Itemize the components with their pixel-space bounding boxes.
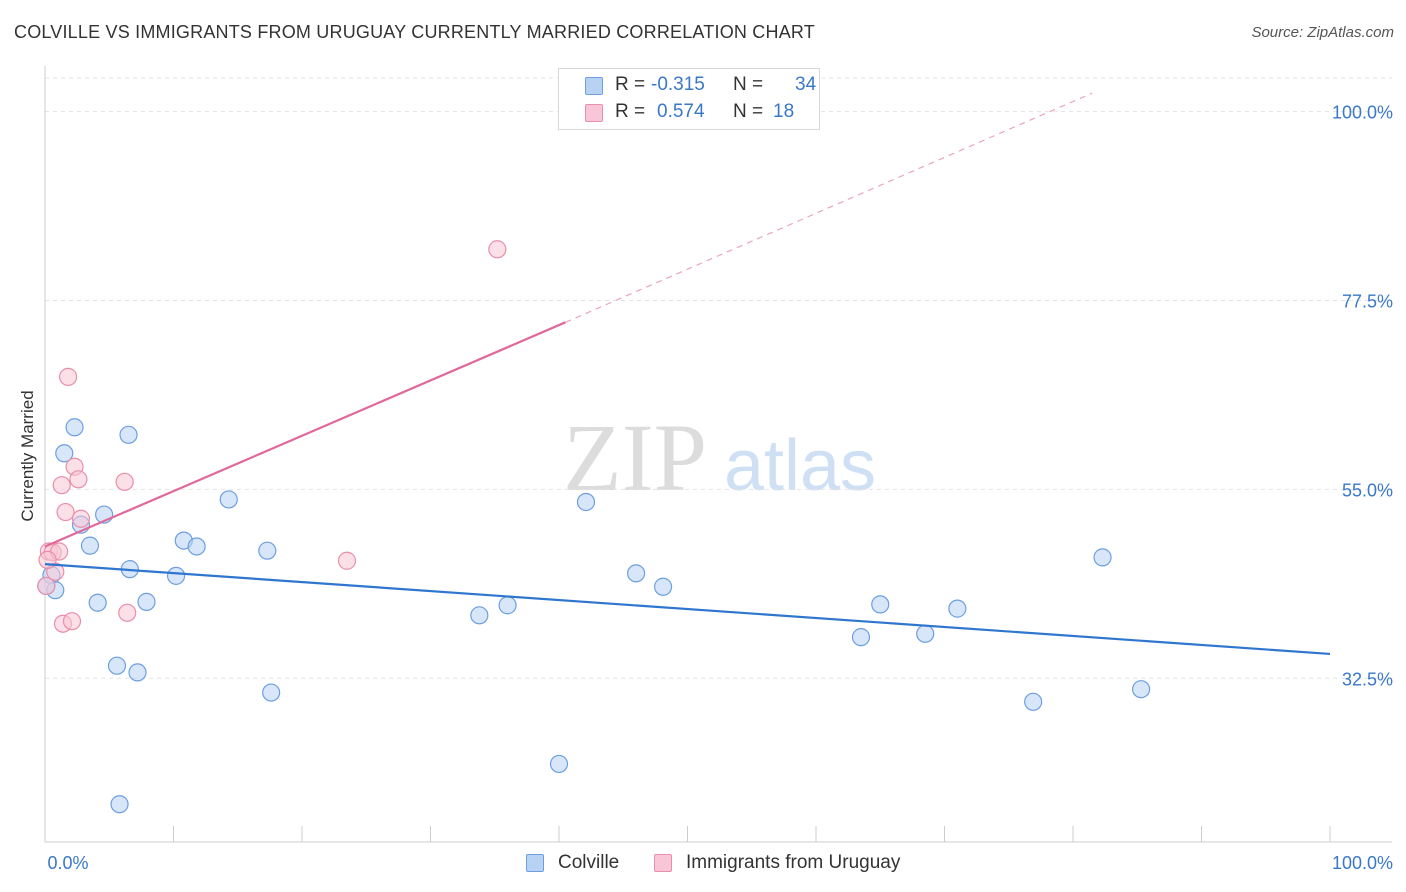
uruguay-point — [52, 476, 71, 495]
uruguay-point — [62, 612, 82, 631]
colville-point — [166, 566, 186, 585]
y-tick-label: 32.5% — [1342, 669, 1393, 689]
uruguay-point — [38, 550, 57, 570]
colville-swatch — [585, 77, 603, 95]
uruguay-point — [488, 240, 507, 259]
legend-n-value: 18 — [773, 101, 795, 122]
colville-trend-line — [44, 563, 1331, 656]
colville-point — [1093, 548, 1112, 567]
uruguay-point — [56, 502, 75, 522]
uruguay-point — [337, 551, 357, 570]
colville-point — [137, 592, 156, 611]
colville-point — [128, 663, 147, 682]
colville-point — [187, 537, 206, 556]
colville-legend-swatch — [526, 854, 544, 872]
colville-point — [576, 492, 596, 512]
colville-point — [851, 628, 871, 647]
correlation-legend: R = -0.315 N = 34 R = 0.574 N = 18 — [558, 68, 820, 130]
colville-point — [626, 564, 646, 583]
chart-source: Source: ZipAtlas.com — [1251, 24, 1394, 41]
colville-legend-label: Colville — [558, 852, 620, 873]
uruguay-point — [37, 576, 56, 596]
legend-r-value: 0.574 — [657, 101, 705, 122]
colville-point — [916, 624, 935, 643]
colville-point — [80, 536, 100, 555]
uruguay-trend-line — [44, 321, 566, 548]
x-tick-label: 0.0% — [47, 853, 88, 873]
colville-point — [65, 418, 84, 437]
y-tick-label: 100.0% — [1332, 103, 1393, 123]
colville-point — [948, 599, 967, 618]
colville-point — [258, 541, 277, 560]
colville-point — [55, 444, 74, 463]
uruguay-point — [69, 470, 88, 489]
uruguay-point — [71, 509, 91, 528]
legend-n-value: 34 — [795, 74, 817, 95]
colville-point — [498, 596, 517, 615]
colville-point — [88, 593, 107, 612]
watermark-atlas: atlas — [724, 426, 876, 506]
x-tick-label: 100.0% — [1332, 853, 1393, 873]
colville-point — [871, 595, 890, 614]
uruguay-point — [59, 367, 78, 386]
legend-r-label: R = — [615, 74, 646, 95]
colville-point — [549, 754, 569, 774]
y-axis-label: Currently Married — [18, 390, 37, 522]
colville-point — [262, 683, 281, 702]
chart-title: COLVILLE VS IMMIGRANTS FROM URUGUAY CURR… — [14, 22, 815, 42]
uruguay-point — [118, 603, 137, 622]
y-tick-label: 55.0% — [1342, 480, 1393, 500]
legend-r-value: -0.315 — [651, 74, 705, 95]
legend-n-label: N = — [733, 101, 764, 122]
y-tick-label: 77.5% — [1342, 291, 1393, 311]
legend-n-label: N = — [733, 74, 764, 95]
colville-point — [110, 795, 129, 814]
colville-point — [119, 425, 138, 444]
colville-point — [653, 577, 673, 596]
uruguay-legend-label: Immigrants from Uruguay — [686, 852, 901, 873]
colville-point — [107, 656, 127, 675]
uruguay-point — [115, 472, 134, 491]
colville-point — [470, 606, 489, 625]
colville-point — [219, 490, 238, 509]
uruguay-trend-extension — [565, 92, 1093, 323]
uruguay-swatch — [585, 104, 603, 122]
colville-point — [1132, 680, 1151, 699]
colville-point — [1024, 692, 1043, 711]
uruguay-legend-swatch — [654, 854, 672, 872]
legend-r-label: R = — [615, 101, 646, 122]
